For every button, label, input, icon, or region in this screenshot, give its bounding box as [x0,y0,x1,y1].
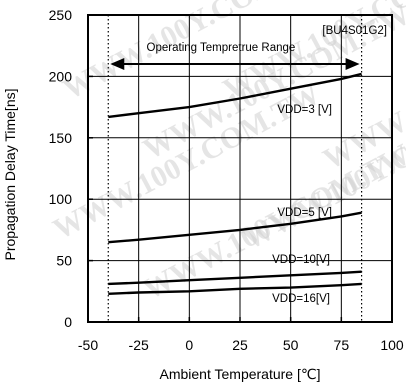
series-label: VDD=3 [V] [277,104,332,116]
annotation-layer: VDD=3 [V] VDD=5 [V] VDD=10[V] VDD=16[V] [272,104,332,305]
series-label: VDD=16[V] [272,293,330,305]
x-tick-label: 25 [232,337,248,353]
series-label: VDD=5 [V] [277,207,332,219]
part-number-label: [BU4S01G2] [322,25,387,37]
operating-range-arrow-right [345,58,360,70]
y-tick-label: 150 [49,130,73,146]
series-line [108,72,362,119]
y-tick-label: 0 [64,314,72,330]
y-tick-label: 250 [49,7,73,23]
operating-range-label: Operating Tempretrue Range [147,42,296,54]
tick-layer: -50 -25 0 25 50 75 100 0 50 100 150 200 250 [49,7,404,353]
y-tick-label: 200 [49,68,73,84]
operating-range-lines [107,15,363,322]
x-tick-label: -50 [78,337,98,353]
x-tick-label: -25 [129,337,149,353]
series-line [108,211,362,244]
x-tick-label: 50 [283,337,299,353]
series-label: VDD=10[V] [272,254,330,266]
y-tick-label: 50 [56,253,72,269]
x-tick-label: 0 [185,337,193,353]
operating-range-arrow-left [110,58,125,70]
series-layer [108,72,362,295]
y-tick-label: 100 [49,191,73,207]
grid [88,15,392,322]
x-tick-label: 75 [334,337,350,353]
series-line [108,270,362,286]
x-tick-label: 100 [380,337,404,353]
series-line [108,282,362,295]
x-axis-title: Ambient Temperature [℃] [160,366,321,382]
y-axis-title: Propagation Delay Time[ns] [2,89,18,261]
